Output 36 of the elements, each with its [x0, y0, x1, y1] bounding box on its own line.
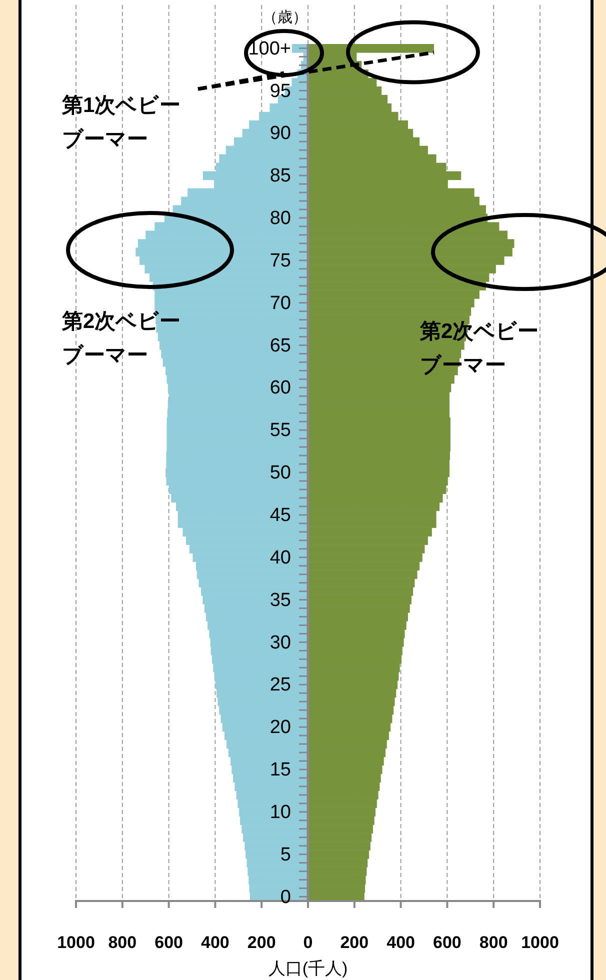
y-tick-label: 65: [270, 335, 291, 356]
y-tick-label: 100+: [248, 38, 291, 60]
y-tick-label: 30: [270, 632, 291, 654]
y-tick-label: 40: [270, 547, 291, 568]
x-tick-label: 800: [108, 933, 137, 952]
x-tick-label: 1000: [57, 933, 95, 952]
y-tick-label: 45: [270, 505, 291, 526]
x-axis-title: 人口(千人): [268, 959, 348, 978]
y-tick-label: 55: [270, 420, 291, 442]
y-tick-label: 85: [270, 166, 291, 187]
y-tick-label: 25: [270, 674, 291, 696]
y-tick-label: 20: [270, 717, 291, 738]
y-tick-label: 35: [270, 590, 291, 611]
x-tick-label: 200: [340, 933, 369, 952]
y-tick-label: 95: [270, 80, 291, 102]
x-tick-label: 600: [154, 933, 183, 952]
x-tick-label: 400: [201, 933, 230, 952]
y-axis-title: （歳）: [262, 9, 308, 26]
y-tick-label: 5: [280, 844, 291, 866]
y-tick-label: 60: [270, 378, 291, 399]
x-tick-label: 800: [479, 933, 508, 952]
x-tick-label: 200: [247, 933, 276, 952]
x-tick-label: 1000: [521, 933, 559, 952]
y-tick-label: 70: [270, 292, 291, 314]
y-tick-label: 50: [270, 462, 291, 484]
y-tick-label: 90: [270, 123, 291, 144]
annotation: 第1次ベビーブーマー: [61, 94, 181, 151]
y-tick-label: 75: [270, 250, 291, 272]
x-tick-label: 0: [303, 933, 313, 952]
y-tick-label: 10: [270, 802, 291, 823]
y-tick-label: 80: [270, 208, 291, 230]
annotation: 第2次ベビーブーマー: [61, 310, 181, 367]
x-tick-label: 400: [386, 933, 415, 952]
x-tick-label: 600: [433, 933, 462, 952]
y-tick-label: 0: [280, 886, 291, 908]
y-tick-label: 15: [270, 760, 291, 781]
